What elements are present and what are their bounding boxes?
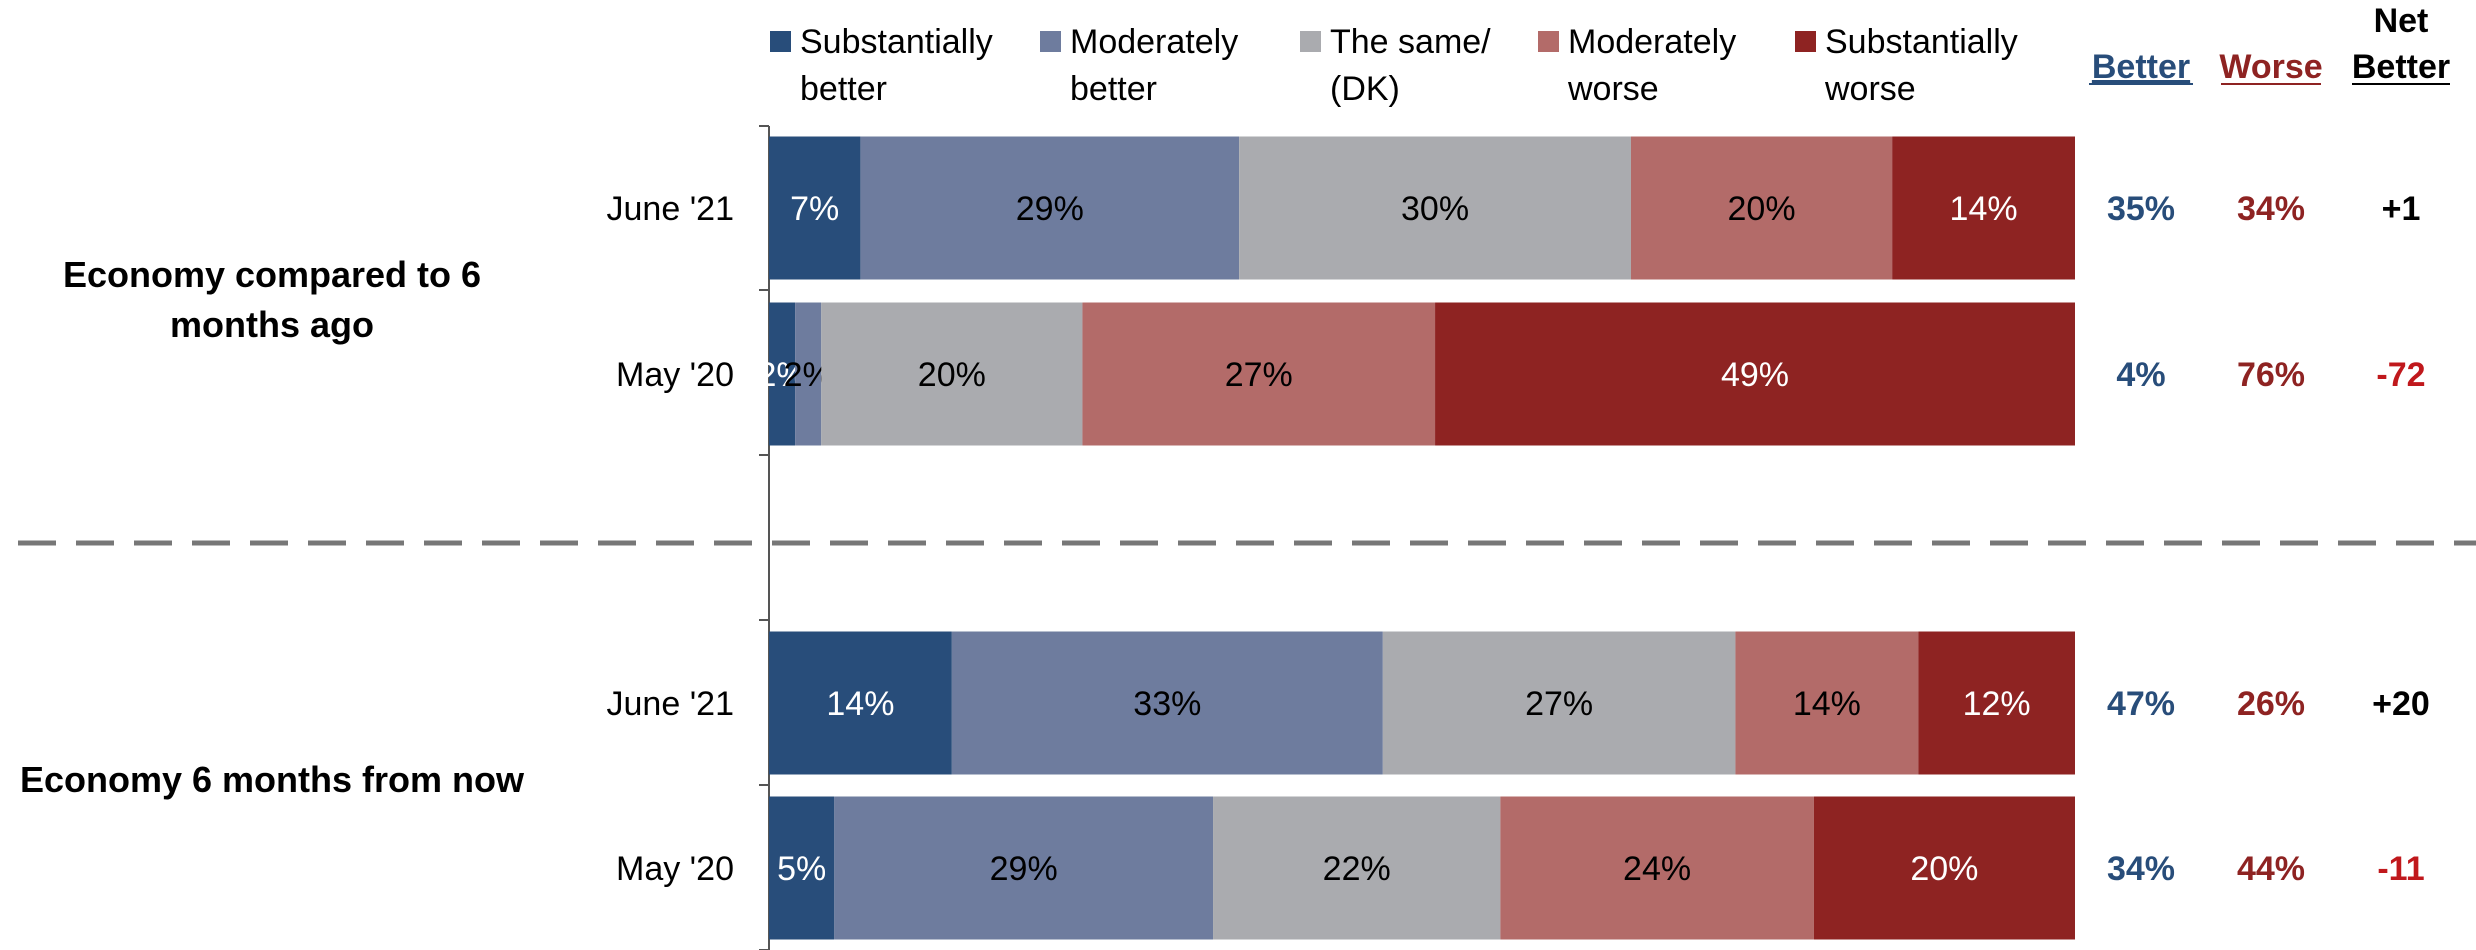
net-value-g1-r1: +1 [2382,190,2421,228]
better-value-g1-r1: 35% [2107,190,2175,228]
bar-segment-g1-r1-s1 [769,136,861,280]
bar-segment-g2-r2-s1 [769,796,835,940]
worse-value-g1-r2: 76% [2237,356,2305,394]
bar-segment-g1-r1-s3 [1239,136,1631,280]
header-better: Better [2092,48,2190,86]
bar-segment-g2-r2-s3 [1213,796,1501,940]
row-label-g2-r1: June '21 [607,685,734,723]
bar-segment-g2-r2-s5 [1813,796,2075,940]
bar-label-g2-r1-s3: 27% [1525,685,1593,723]
bar-label-g2-r2-s1: 5% [777,850,826,888]
legend-label-5-line2: worse [1824,70,1916,108]
legend-swatch-2 [1040,31,1061,52]
row-label-g2-r2: May '20 [616,850,734,888]
bar-label-g1-r1-s3: 30% [1401,190,1469,228]
bar-label-g2-r2-s5: 20% [1910,850,1978,888]
bar-label-g1-r2-s4: 27% [1225,356,1293,394]
bar-label-g1-r2-s5: 49% [1721,356,1789,394]
bar-segment-g2-r1-s5 [1918,631,2075,775]
worse-value-g1-r1: 34% [2237,190,2305,228]
legend-label-1-line2: better [800,70,887,108]
bar-label-g2-r2-s4: 24% [1623,850,1691,888]
legend-swatch-3 [1300,31,1321,52]
bar-label-g2-r1-s2: 33% [1133,685,1201,723]
worse-value-g2-r1: 26% [2237,685,2305,723]
bar-segment-g2-r1-s4 [1735,631,1919,775]
legend-label-1-line1: Substantially [800,23,993,61]
net-value-g2-r1: +20 [2372,685,2430,723]
bar-segment-g2-r2-s4 [1500,796,1814,940]
legend-label-3-line2: (DK) [1330,70,1400,108]
better-value-g1-r2: 4% [2116,356,2165,394]
header-net-line2: Better [2352,48,2450,86]
bar-segment-g1-r2-s5 [1435,302,2075,446]
bar-label-g1-r1-s5: 14% [1950,190,2018,228]
bar-label-g1-r1-s1: 7% [790,190,839,228]
bar-label-g2-r1-s5: 12% [1963,685,2031,723]
legend-label-2-line2: better [1070,70,1157,108]
legend-swatch-5 [1795,31,1816,52]
group-title-2-line1: Economy 6 months from now [20,759,525,800]
legend-label-4-line2: worse [1567,70,1659,108]
bar-segment-g1-r2-s3 [821,302,1083,446]
row-label-g1-r1: June '21 [607,190,734,228]
bar-label-g2-r2-s2: 29% [990,850,1058,888]
group-title-1-line1: Economy compared to 6 [63,254,481,295]
group-title-1-line2: months ago [170,304,374,345]
bar-segment-g1-r1-s2 [860,136,1240,280]
legend-label-2-line1: Moderately [1070,23,1238,61]
better-value-g2-r2: 34% [2107,850,2175,888]
bar-segment-g2-r1-s3 [1382,631,1736,775]
legend-swatch-4 [1538,31,1559,52]
bar-segment-g1-r2-s1 [769,302,796,446]
bar-segment-g1-r2-s4 [1082,302,1436,446]
bar-segment-g2-r1-s2 [951,631,1383,775]
bar-label-g1-r1-s2: 29% [1016,190,1084,228]
bar-segment-g2-r2-s2 [834,796,1214,940]
legend-swatch-1 [770,31,791,52]
bar-segment-g1-r1-s4 [1630,136,1893,280]
better-value-g2-r1: 47% [2107,685,2175,723]
bar-label-g2-r1-s1: 14% [826,685,894,723]
bar-segment-g2-r1-s1 [769,631,952,775]
legend-label-4-line1: Moderately [1568,23,1736,61]
net-value-g2-r2: -11 [2377,850,2424,888]
bar-segment-g1-r2-s2 [795,302,822,446]
legend-label-5-line1: Substantially [1825,23,2018,61]
header-worse: Worse [2219,48,2322,86]
bar-segment-g1-r1-s5 [1892,136,2075,280]
worse-value-g2-r2: 44% [2237,850,2305,888]
row-label-g1-r2: May '20 [616,356,734,394]
bar-label-g1-r1-s4: 20% [1728,190,1796,228]
header-net-line1: Net [2374,2,2429,40]
bar-label-g2-r2-s3: 22% [1323,850,1391,888]
net-value-g1-r2: -72 [2376,356,2425,394]
bar-label-g1-r2-s3: 20% [918,356,986,394]
bar-label-g2-r1-s4: 14% [1793,685,1861,723]
legend-label-3-line1: The same/ [1330,23,1491,61]
